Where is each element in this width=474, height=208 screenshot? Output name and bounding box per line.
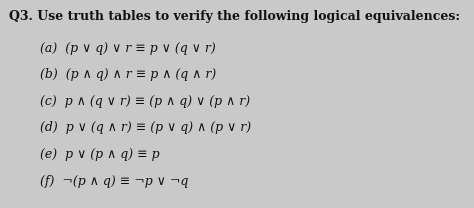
Text: (a)  (p ∨ q) ∨ r ≡ p ∨ (q ∨ r): (a) (p ∨ q) ∨ r ≡ p ∨ (q ∨ r) [40,42,216,54]
Text: (b)  (p ∧ q) ∧ r ≡ p ∧ (q ∧ r): (b) (p ∧ q) ∧ r ≡ p ∧ (q ∧ r) [40,68,217,81]
Text: (c)  p ∧ (q ∨ r) ≡ (p ∧ q) ∨ (p ∧ r): (c) p ∧ (q ∨ r) ≡ (p ∧ q) ∨ (p ∧ r) [40,95,250,108]
Text: (f)  ¬(p ∧ q) ≡ ¬p ∨ ¬q: (f) ¬(p ∧ q) ≡ ¬p ∨ ¬q [40,175,189,188]
Text: (d)  p ∨ (q ∧ r) ≡ (p ∨ q) ∧ (p ∨ r): (d) p ∨ (q ∧ r) ≡ (p ∨ q) ∧ (p ∨ r) [40,121,251,134]
Text: (e)  p ∨ (p ∧ q) ≡ p: (e) p ∨ (p ∧ q) ≡ p [40,148,160,161]
Text: Q3. Use truth tables to verify the following logical equivalences:: Q3. Use truth tables to verify the follo… [9,10,460,23]
